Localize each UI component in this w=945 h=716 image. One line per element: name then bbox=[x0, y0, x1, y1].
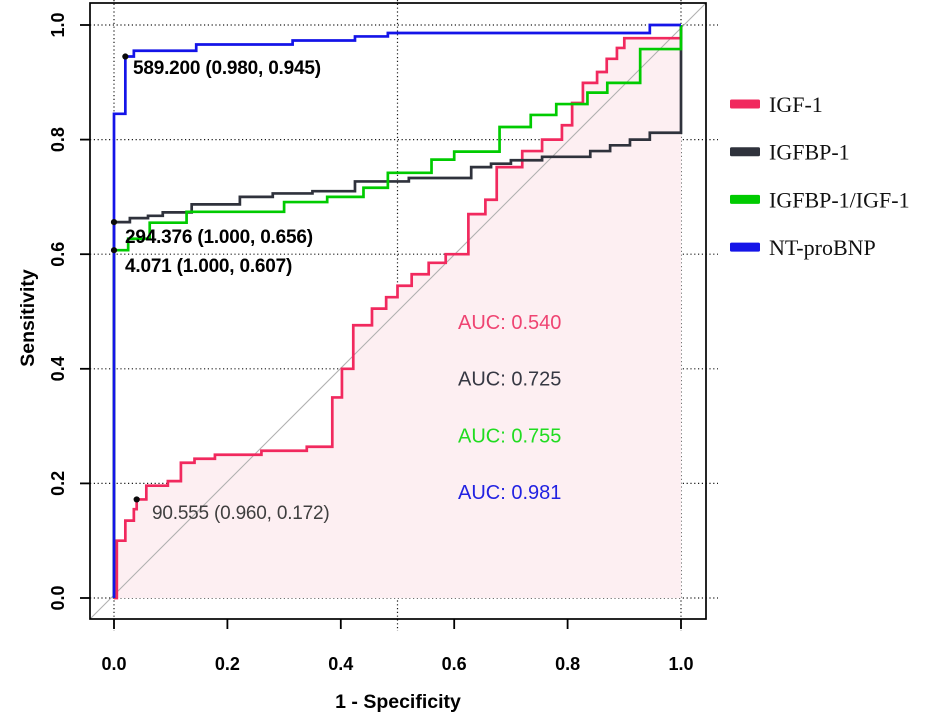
auc-value-label: AUC: 0.981 bbox=[458, 482, 561, 504]
y-tick-label: 0.0 bbox=[48, 585, 68, 610]
roc-curve-nt-probnp bbox=[112, 23, 681, 598]
y-tick-label: 0.2 bbox=[48, 471, 68, 496]
x-tick-label: 1.0 bbox=[668, 654, 693, 674]
legend-swatch bbox=[730, 194, 760, 204]
x-tick-label: 0.2 bbox=[215, 654, 240, 674]
legend-swatch bbox=[730, 99, 760, 109]
diagonal-reference-line bbox=[89, 2, 707, 620]
threshold-point-marker bbox=[122, 53, 129, 60]
auc-value-label: AUC: 0.725 bbox=[458, 369, 561, 391]
x-tick-label: 0.0 bbox=[101, 654, 126, 674]
threshold-annotations: 589.200 (0.980, 0.945) 294.376 (1.000, 0.… bbox=[110, 53, 330, 524]
x-tick-label: 0.8 bbox=[555, 654, 580, 674]
threshold-point-marker bbox=[110, 247, 118, 254]
threshold-annotation-label: 294.376 (1.000, 0.656) bbox=[125, 227, 313, 248]
legend-swatch bbox=[730, 242, 760, 252]
y-tick-label: 0.6 bbox=[48, 242, 68, 267]
x-tick-label: 0.4 bbox=[328, 654, 353, 674]
y-tick-label: 0.8 bbox=[48, 127, 68, 152]
legend-item-label: NT-proBNP bbox=[769, 235, 876, 260]
threshold-annotation-label: 4.071 (1.000, 0.607) bbox=[125, 256, 292, 277]
legend-item-label: IGFBP-1 bbox=[769, 140, 850, 165]
axis-ticks bbox=[80, 24, 682, 629]
legend-item-label: IGF-1 bbox=[769, 92, 823, 117]
roc-curve-igfbp-1 bbox=[112, 25, 683, 598]
roc-curve-igfbp-1-igf-1 bbox=[112, 25, 683, 598]
legend-swatch bbox=[730, 147, 760, 157]
threshold-point-marker bbox=[110, 219, 118, 226]
y-tick-labels: 0.0 0.2 0.4 0.6 0.8 1.0 bbox=[48, 12, 68, 610]
auc-value-label: AUC: 0.755 bbox=[458, 425, 561, 447]
x-axis-title: 1 - Specificity bbox=[335, 691, 461, 713]
x-tick-label: 0.6 bbox=[442, 654, 467, 674]
roc-curves bbox=[112, 23, 683, 600]
y-tick-label: 0.4 bbox=[48, 356, 68, 381]
threshold-point-marker bbox=[133, 496, 140, 503]
auc-value-label: AUC: 0.540 bbox=[458, 312, 561, 334]
threshold-annotation-label: 90.555 (0.960, 0.172) bbox=[152, 503, 330, 524]
legend-item-label: IGFBP-1/IGF-1 bbox=[769, 187, 910, 212]
y-tick-label: 1.0 bbox=[48, 12, 68, 37]
x-tick-labels: 0.0 0.2 0.4 0.6 0.8 1.0 bbox=[101, 654, 693, 674]
legend: IGF-1 IGFBP-1 IGFBP-1/IGF-1 NT-proBNP bbox=[730, 92, 910, 260]
y-axis-title: Sensitivity bbox=[17, 269, 39, 367]
threshold-annotation-label: 589.200 (0.980, 0.945) bbox=[133, 58, 321, 79]
auc-labels: AUC: 0.540 AUC: 0.725 AUC: 0.755 AUC: 0.981 bbox=[458, 312, 561, 504]
plot-border bbox=[89, 2, 707, 620]
